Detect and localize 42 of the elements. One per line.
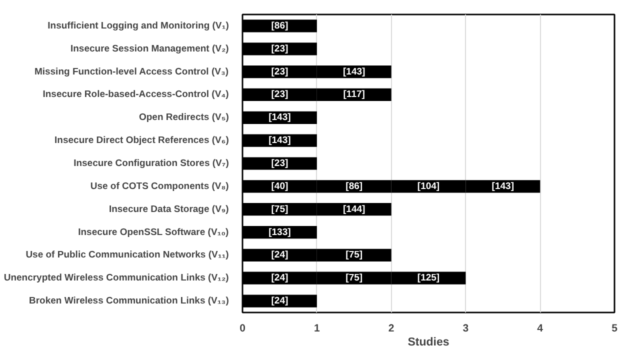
x-tick-label: 4: [537, 322, 544, 334]
annotation: [23]: [271, 89, 288, 100]
annotation: [143]: [343, 66, 366, 78]
x-axis-title: Studies: [408, 336, 450, 348]
annotation: [86]: [271, 20, 288, 32]
annotation: [75]: [346, 272, 363, 284]
annotation: [104]: [417, 180, 440, 192]
annotation: [23]: [271, 43, 288, 54]
annotation: [40]: [271, 180, 288, 192]
annotation: [143]: [492, 180, 514, 192]
annotation: [125]: [417, 272, 440, 284]
y-tick-label: Broken Wireless Communication Links (V₁₃): [29, 296, 229, 307]
annotation: [75]: [346, 250, 363, 261]
x-tick-label: 3: [462, 322, 469, 334]
y-tick-label: Insecure OpenSSL Software (V₁₀): [78, 226, 229, 238]
annotation: [133]: [268, 226, 291, 238]
annotation: [23]: [271, 158, 288, 169]
annotation: [23]: [271, 66, 288, 78]
x-tick-label: 1: [314, 322, 320, 334]
y-tick-label: Use of Public Communication Networks (V₁₁): [26, 250, 229, 261]
annotation: [144]: [343, 204, 366, 215]
y-tick-label: Use of COTS Components (V₈): [90, 180, 229, 192]
annotation: [117]: [343, 89, 365, 100]
annotation: [24]: [271, 272, 288, 284]
y-tick-label: Missing Function-level Access Control (V₃): [34, 66, 229, 78]
annotation: [86]: [346, 180, 363, 192]
x-tick-label: 5: [612, 322, 618, 334]
y-tick-label: Insecure Session Management (V₂): [70, 43, 229, 54]
annotation: [24]: [271, 296, 288, 307]
annotation: [75]: [271, 204, 288, 215]
y-tick-label: Insecure Configuration Stores (V₇): [74, 158, 229, 169]
annotation: [143]: [268, 112, 291, 124]
y-tick-label: Insecure Data Storage (V₉): [108, 204, 229, 215]
annotation: [24]: [271, 250, 288, 261]
x-tick-label: 0: [240, 322, 246, 334]
y-tick-label: Open Redirects (V₅): [138, 112, 229, 124]
y-tick-label: Insecure Direct Object References (V₆): [54, 135, 229, 146]
y-tick-label: Insufficient Logging and Monitoring (V₁): [48, 20, 229, 32]
y-tick-label: Unencrypted Wireless Communication Links (V₁₂): [4, 272, 229, 284]
x-tick-label: 2: [388, 322, 394, 334]
annotation: [143]: [268, 135, 291, 146]
y-tick-label: Insecure Role-based-Access-Control (V₄): [42, 89, 229, 100]
